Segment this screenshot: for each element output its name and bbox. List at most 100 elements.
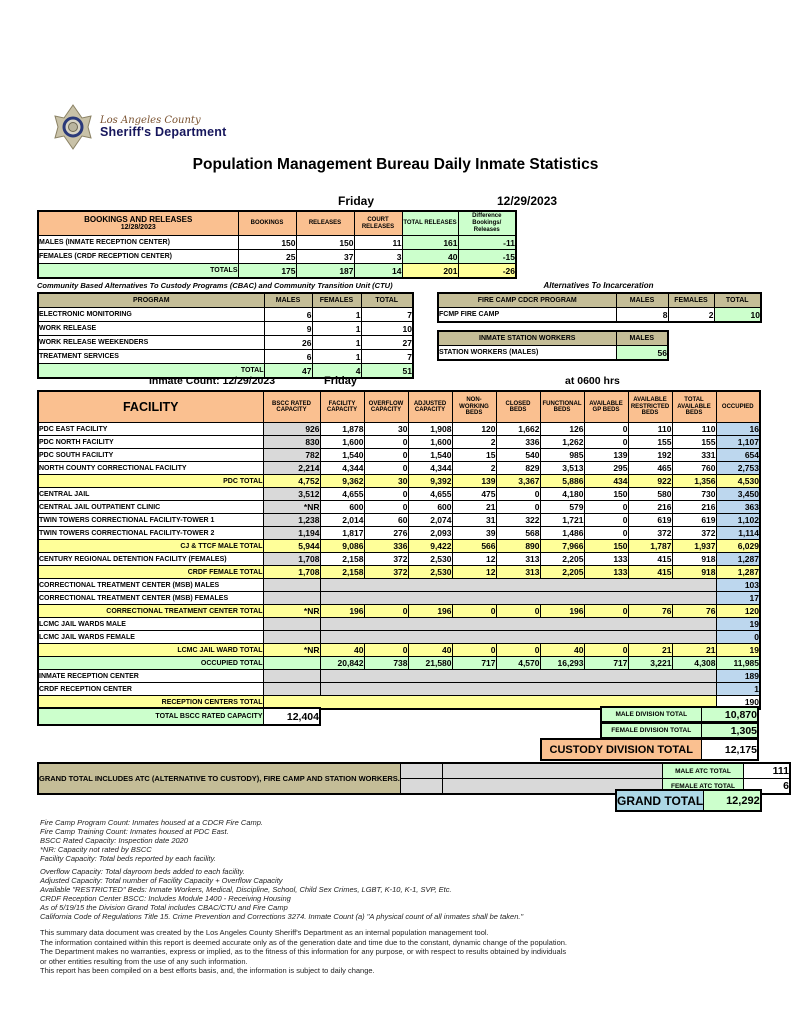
row-label: WORK RELEASE — [37, 321, 265, 336]
stat-cell: 600 — [407, 500, 453, 514]
col-header: FACILITY CAPACITY — [319, 390, 365, 423]
stat-cell: 4,655 — [407, 487, 453, 501]
col-header: TOTAL RELEASES — [401, 210, 459, 236]
stat-cell: 331 — [671, 448, 717, 462]
logo-text: Los Angeles County Sheriff's Department — [100, 115, 226, 139]
footnote: Overflow Capacity: Total dayroom beds ad… — [40, 867, 245, 876]
stat-cell: 120 — [715, 604, 761, 618]
caption-time: at 0600 hrs — [565, 375, 620, 387]
stat-cell: 76 — [627, 604, 673, 618]
stat-cell: 0 — [495, 500, 541, 514]
stat-cell: 10,870 — [700, 706, 759, 723]
stat-cell: 4,344 — [319, 461, 365, 475]
facility-label: NORTH COUNTY CORRECTIONAL FACILITY — [37, 461, 264, 475]
gray-cell — [399, 778, 444, 795]
facility-row: TWIN TOWERS CORRECTIONAL FACILITY-TOWER … — [37, 526, 761, 540]
stat-cell: 3,450 — [715, 487, 761, 501]
footnote: California Code of Regulations Title 15.… — [40, 912, 524, 921]
stat-cell: 47 — [263, 363, 313, 379]
row-label: FCMP FIRE CAMP — [437, 307, 617, 323]
stat-cell: 2,074 — [407, 513, 453, 527]
stat-cell — [262, 578, 321, 592]
gray-cell — [442, 778, 664, 795]
merged-gray-cell — [319, 669, 717, 683]
stat-cell: 6,029 — [715, 539, 761, 553]
stat-cell: 276 — [363, 526, 409, 540]
stat-cell: 14 — [353, 263, 403, 279]
stat-cell: 0 — [583, 643, 629, 657]
stat-cell: 372 — [363, 565, 409, 579]
disclaimer-line: This report has been compiled on a best … — [40, 966, 375, 975]
stat-cell: 161 — [401, 235, 459, 250]
stat-cell: 0 — [583, 526, 629, 540]
row-label: FEMALES (CRDF RECEPTION CENTER) — [37, 249, 239, 264]
stat-cell: 6 — [263, 349, 313, 364]
stat-cell: 3,513 — [539, 461, 585, 475]
stat-cell: 619 — [627, 513, 673, 527]
stat-cell: 434 — [583, 474, 629, 488]
row-label: CUSTODY DIVISION TOTAL — [540, 738, 702, 761]
facility-row: INMATE RECEPTION CENTER 189 — [37, 669, 761, 683]
stat-cell: 155 — [671, 435, 717, 449]
footnote: *NR: Capacity not rated by BSCC — [40, 845, 152, 854]
stat-cell: 26 — [263, 335, 313, 350]
stat-cell: 0 — [583, 422, 629, 436]
stat-cell: 12,292 — [703, 789, 762, 812]
stat-cell: 0 — [583, 513, 629, 527]
stat-cell: 0 — [451, 604, 497, 618]
stat-cell: 1,486 — [539, 526, 585, 540]
stat-cell: 717 — [451, 656, 497, 670]
stat-cell: 2,158 — [319, 552, 365, 566]
stat-cell: 3,512 — [262, 487, 321, 501]
table-row: WORK RELEASE 9 1 10 — [37, 321, 414, 336]
footnote: BSCC Rated Capacity: Inspection date 202… — [40, 836, 189, 845]
stat-cell: 2,753 — [715, 461, 761, 475]
stat-cell: 2 — [667, 307, 715, 323]
stat-cell: 2,530 — [407, 565, 453, 579]
stat-cell: 1,878 — [319, 422, 365, 436]
facility-label: PDC SOUTH FACILITY — [37, 448, 264, 462]
stat-cell: 0 — [363, 461, 409, 475]
cbac-title: Community Based Alternatives To Custody … — [37, 281, 393, 290]
stat-cell: 2 — [451, 435, 497, 449]
stat-cell: 2,014 — [319, 513, 365, 527]
stat-cell: 1,356 — [671, 474, 717, 488]
col-header: MALES — [263, 292, 313, 308]
stat-cell: 600 — [319, 500, 365, 514]
stat-cell: 465 — [627, 461, 673, 475]
stat-cell: 126 — [539, 422, 585, 436]
facility-label: LCMC JAIL WARDS FEMALE — [37, 630, 264, 644]
stat-cell: 17 — [715, 591, 761, 605]
facility-row: NORTH COUNTY CORRECTIONAL FACILITY 2,214… — [37, 461, 761, 475]
bookings-header-row: BOOKINGS AND RELEASES 12/28/2023 BOOKING… — [37, 210, 517, 236]
footnote: Available "RESTRICTED" Beds: Inmate Work… — [40, 885, 452, 894]
subtotal-row: CRDF FEMALE TOTAL 1,708 2,158 372 2,530 … — [37, 565, 761, 579]
stat-cell: 985 — [539, 448, 585, 462]
stat-cell: 829 — [495, 461, 541, 475]
stat-cell: 0 — [451, 643, 497, 657]
stat-cell: 1,787 — [627, 539, 673, 553]
row-label: FEMALE DIVISION TOTAL — [600, 722, 702, 739]
table-row: MALES (INMATE RECEPTION CENTER) 150 150 … — [37, 235, 517, 250]
table-row: WORK RELEASE WEEKENDERS 26 1 27 — [37, 335, 414, 350]
stat-cell: 1,305 — [700, 722, 759, 739]
stat-cell: 1,708 — [262, 565, 321, 579]
stat-cell: 1,262 — [539, 435, 585, 449]
stat-cell: 192 — [627, 448, 673, 462]
stat-cell: 189 — [715, 669, 761, 683]
row-label: MALES (INMATE RECEPTION CENTER) — [37, 235, 239, 250]
facility-header-row: FACILITY BSCC RATED CAPACITY FACILITY CA… — [37, 390, 761, 423]
footnote: As of 5/19/15 the Division Grand Total i… — [40, 903, 288, 912]
facility-row: CENTRAL JAIL 3,512 4,655 0 4,655 475 0 4… — [37, 487, 761, 501]
facility-label: CRDF RECEPTION CENTER — [37, 682, 264, 696]
stat-cell: 738 — [363, 656, 409, 670]
facility-label: CENTURY REGIONAL DETENTION FACILITY (FEM… — [37, 552, 264, 566]
facility-label: CRDF FEMALE TOTAL — [37, 565, 264, 579]
stat-cell: 6 — [263, 307, 313, 322]
stat-cell: 579 — [539, 500, 585, 514]
stat-cell: 103 — [715, 578, 761, 592]
stat-cell: 926 — [262, 422, 321, 436]
facility-row: LCMC JAIL WARDS MALE 19 — [37, 617, 761, 631]
subtotal-row: CJ & TTCF MALE TOTAL 5,944 9,086 336 9,4… — [37, 539, 761, 553]
